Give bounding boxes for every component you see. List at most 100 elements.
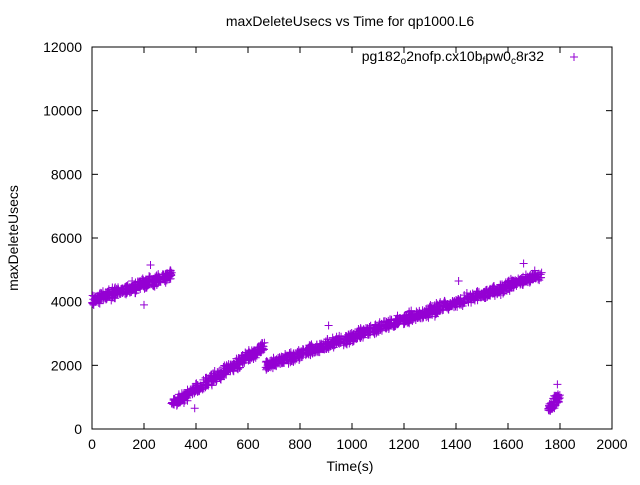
data-point	[396, 314, 405, 323]
data-point	[197, 382, 206, 391]
data-point	[281, 353, 290, 362]
data-point	[140, 300, 148, 309]
data-point	[375, 320, 384, 329]
data-point	[256, 342, 265, 351]
data-point	[234, 354, 243, 363]
data-point	[161, 270, 170, 279]
data-point	[436, 298, 445, 307]
data-point	[101, 295, 110, 304]
data-point	[155, 272, 164, 281]
legend-label: pg182o2nofp.cx10bfpw0c8r32	[362, 48, 545, 67]
data-point	[415, 309, 424, 318]
legend-marker	[570, 53, 578, 61]
data-point	[509, 282, 518, 291]
data-point	[244, 351, 253, 360]
data-point	[468, 292, 477, 301]
data-point	[434, 305, 443, 314]
data-point	[354, 325, 363, 334]
data-point	[530, 266, 539, 275]
data-point	[174, 390, 183, 399]
data-point	[473, 296, 482, 305]
data-point	[188, 384, 197, 393]
chart-title: maxDeleteUsecs vs Time for qp1000.L6	[226, 13, 474, 29]
data-point	[142, 279, 151, 288]
x-tick-label: 1000	[336, 436, 367, 452]
y-tick-label: 10000	[43, 103, 82, 119]
x-tick-label: 0	[88, 436, 96, 452]
data-point	[553, 380, 562, 389]
data-point	[381, 321, 390, 330]
data-point	[316, 342, 325, 351]
data-point	[108, 283, 117, 292]
data-point	[425, 302, 434, 311]
data-point	[230, 362, 239, 371]
x-tick-label: 1600	[492, 436, 523, 452]
data-point	[128, 277, 137, 286]
data-point	[362, 323, 371, 332]
data-point	[131, 280, 140, 289]
data-point	[344, 330, 353, 339]
data-point	[430, 312, 439, 321]
data-point	[321, 339, 330, 348]
data-point	[335, 331, 344, 340]
x-tick-label: 1200	[388, 436, 419, 452]
data-point	[240, 353, 249, 362]
data-point	[371, 326, 380, 335]
data-point	[304, 350, 313, 359]
data-point	[219, 363, 228, 372]
data-point	[520, 276, 529, 285]
data-point	[327, 338, 336, 347]
data-point	[479, 288, 488, 297]
data-point	[359, 333, 368, 342]
data-point	[500, 280, 509, 289]
data-point	[464, 294, 473, 303]
data-point	[255, 347, 264, 356]
x-tick-label: 1400	[440, 436, 471, 452]
data-point	[131, 289, 140, 298]
data-point	[107, 286, 116, 295]
data-point	[230, 362, 239, 371]
data-point	[448, 300, 457, 309]
data-point	[295, 350, 304, 359]
data-point	[370, 330, 379, 339]
data-point	[472, 287, 481, 296]
data-point	[102, 290, 111, 299]
data-point	[496, 290, 505, 299]
data-point	[174, 396, 183, 405]
data-point	[289, 357, 298, 366]
data-point	[489, 282, 498, 291]
data-point	[460, 291, 469, 300]
data-point	[519, 259, 528, 268]
data-point	[92, 294, 101, 303]
y-axis-label: maxDeleteUsecs	[5, 185, 21, 291]
data-point	[169, 394, 178, 403]
data-point	[357, 332, 366, 341]
axis-ticks: 0 200 400 600 800 1000 1200 1400 1600 1800 2000 0 20…	[43, 39, 628, 452]
data-point	[519, 272, 528, 281]
data-point	[245, 352, 254, 361]
data-point	[287, 351, 296, 360]
data-point	[555, 391, 564, 400]
data-point	[445, 302, 454, 311]
data-point	[146, 261, 155, 270]
data-point	[375, 318, 384, 327]
x-tick-label: 800	[288, 436, 312, 452]
data-point	[98, 293, 107, 302]
data-point	[264, 363, 273, 372]
data-point	[323, 335, 332, 344]
data-point	[348, 337, 357, 346]
data-point	[123, 281, 132, 290]
data-point	[307, 340, 316, 349]
data-point	[212, 374, 221, 383]
data-point	[224, 366, 233, 375]
data-point	[146, 272, 155, 281]
data-point	[191, 379, 200, 388]
data-point	[112, 284, 121, 293]
x-axis-label: Time(s)	[327, 458, 374, 474]
data-point	[454, 276, 463, 285]
data-point	[424, 307, 433, 316]
data-point	[166, 267, 175, 276]
data-point	[301, 347, 310, 356]
y-tick-label: 0	[74, 421, 82, 437]
